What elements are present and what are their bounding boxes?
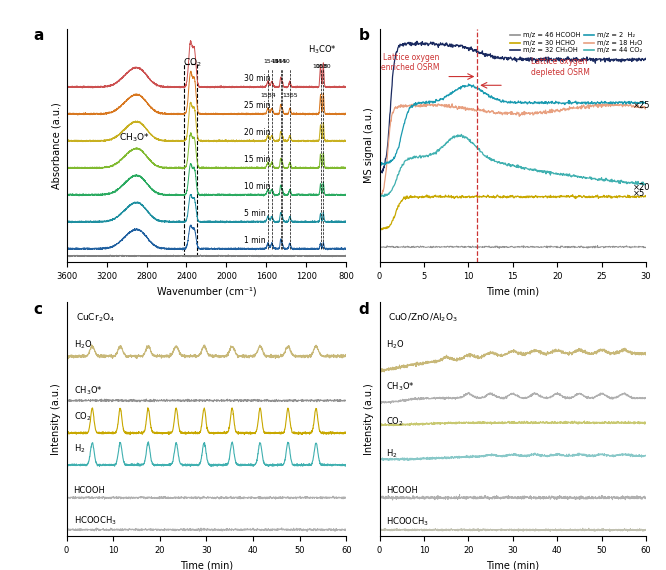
Text: b: b (358, 28, 369, 43)
Text: HCOOH: HCOOH (386, 486, 418, 495)
Text: CO$_2$: CO$_2$ (73, 410, 91, 422)
Text: HCOOCH$_3$: HCOOCH$_3$ (73, 515, 117, 527)
Text: 1365: 1365 (282, 93, 298, 97)
Text: 30 min: 30 min (244, 74, 271, 83)
Text: 1 min: 1 min (244, 236, 266, 245)
Text: CuO/ZnO/Al$_2$O$_3$: CuO/ZnO/Al$_2$O$_3$ (388, 312, 458, 324)
Y-axis label: Intensity (a.u.): Intensity (a.u.) (364, 383, 374, 455)
Text: ×5: ×5 (633, 189, 645, 198)
Text: CH$_3$O*: CH$_3$O* (386, 381, 415, 393)
Text: 15 min: 15 min (244, 155, 271, 164)
Text: 1545: 1545 (263, 59, 278, 64)
Text: CO$_2$: CO$_2$ (386, 415, 404, 428)
Text: 1440: 1440 (274, 59, 290, 64)
Text: c: c (33, 302, 42, 317)
Text: 25 min: 25 min (244, 101, 271, 111)
Text: CH$_3$O*: CH$_3$O* (119, 131, 150, 144)
Legend: m/z = 46 HCOOH, m/z = 30 HCHO, m/z = 32 CH₃OH, m/z = 2  H₂, m/z = 18 H₂O, m/z = : m/z = 46 HCOOH, m/z = 30 HCHO, m/z = 32 … (509, 32, 643, 54)
Y-axis label: Intensity (a.u.): Intensity (a.u.) (51, 383, 61, 455)
Text: 1058: 1058 (313, 64, 328, 69)
Text: 1455: 1455 (272, 59, 288, 64)
Text: 20 min: 20 min (244, 128, 271, 137)
Y-axis label: MS signal (a.u.): MS signal (a.u.) (364, 108, 374, 183)
Text: Lattice oxygen
enriched OSRM: Lattice oxygen enriched OSRM (382, 53, 440, 72)
Text: 5 min: 5 min (244, 209, 266, 218)
Text: a: a (33, 28, 43, 43)
X-axis label: Wavenumber (cm⁻¹): Wavenumber (cm⁻¹) (157, 287, 256, 296)
Text: 10 min: 10 min (244, 182, 271, 191)
Text: ×25: ×25 (633, 101, 650, 109)
Text: CO$_2$: CO$_2$ (183, 56, 202, 69)
Text: H$_3$CO*: H$_3$CO* (308, 44, 336, 56)
Text: d: d (358, 302, 369, 317)
Text: 1584: 1584 (260, 93, 276, 97)
X-axis label: Time (min): Time (min) (486, 560, 539, 570)
X-axis label: Time (min): Time (min) (486, 287, 539, 296)
Text: HCOOH: HCOOH (73, 486, 105, 495)
Text: H$_2$: H$_2$ (73, 442, 85, 455)
X-axis label: Time (min): Time (min) (180, 560, 233, 570)
Text: H$_2$O: H$_2$O (386, 339, 405, 351)
Text: CuCr$_2$O$_4$: CuCr$_2$O$_4$ (76, 312, 115, 324)
Text: HCOOCH$_3$: HCOOCH$_3$ (386, 515, 429, 528)
Text: H$_2$O: H$_2$O (73, 339, 92, 351)
Text: ×20: ×20 (633, 182, 650, 192)
Text: Lattice oxygen
depleted OSRM: Lattice oxygen depleted OSRM (531, 57, 589, 76)
Y-axis label: Absorbance (a.u.): Absorbance (a.u.) (51, 102, 61, 189)
Text: H$_2$: H$_2$ (386, 447, 398, 459)
Text: 1030: 1030 (316, 64, 331, 69)
Text: CH$_3$O*: CH$_3$O* (73, 384, 103, 397)
